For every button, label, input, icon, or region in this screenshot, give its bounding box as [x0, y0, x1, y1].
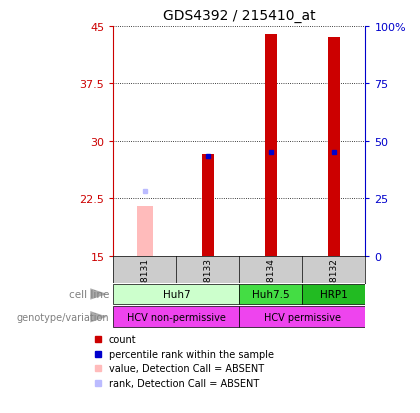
- Bar: [265, 35, 277, 256]
- Text: HCV permissive: HCV permissive: [264, 312, 341, 322]
- Bar: [137, 206, 153, 256]
- Title: GDS4392 / 215410_at: GDS4392 / 215410_at: [163, 9, 316, 23]
- Text: cell line: cell line: [69, 289, 109, 299]
- Text: percentile rank within the sample: percentile rank within the sample: [109, 349, 274, 358]
- Text: Huh7: Huh7: [163, 289, 190, 299]
- Bar: [113, 284, 239, 304]
- Polygon shape: [90, 289, 107, 300]
- Bar: [239, 307, 365, 327]
- Bar: [239, 284, 302, 304]
- Text: GSM618132: GSM618132: [329, 257, 339, 312]
- Bar: [328, 38, 340, 256]
- Text: genotype/variation: genotype/variation: [16, 312, 109, 322]
- Bar: [302, 284, 365, 304]
- Text: GSM618131: GSM618131: [140, 257, 150, 312]
- Text: GSM618133: GSM618133: [203, 257, 213, 312]
- Text: Huh7.5: Huh7.5: [252, 289, 290, 299]
- Text: HCV non-permissive: HCV non-permissive: [127, 312, 226, 322]
- Bar: [202, 154, 214, 256]
- Bar: [113, 307, 239, 327]
- Text: count: count: [109, 334, 136, 344]
- Polygon shape: [90, 311, 107, 323]
- Text: GSM618134: GSM618134: [266, 257, 276, 312]
- Text: value, Detection Call = ABSENT: value, Detection Call = ABSENT: [109, 363, 264, 373]
- Text: rank, Detection Call = ABSENT: rank, Detection Call = ABSENT: [109, 377, 259, 388]
- Text: HRP1: HRP1: [320, 289, 348, 299]
